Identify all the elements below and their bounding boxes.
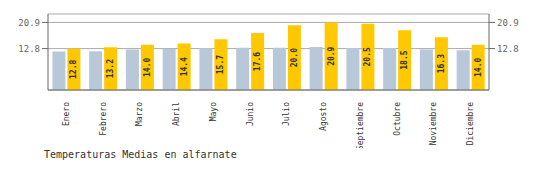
svg-text:14.0: 14.0 <box>474 58 483 77</box>
svg-text:17.6: 17.6 <box>253 52 262 71</box>
svg-text:Marzo: Marzo <box>135 102 144 126</box>
svg-text:Agosto: Agosto <box>319 102 328 131</box>
svg-text:20.9: 20.9 <box>497 18 519 28</box>
svg-text:Junio: Junio <box>246 102 255 126</box>
svg-text:13.2: 13.2 <box>106 59 115 78</box>
svg-text:Mayo: Mayo <box>209 102 218 121</box>
svg-text:Febrero: Febrero <box>99 102 108 136</box>
svg-text:Septiembre: Septiembre <box>356 102 365 148</box>
svg-text:18.5: 18.5 <box>400 50 409 69</box>
svg-text:15.7: 15.7 <box>216 55 225 74</box>
svg-text:14.0: 14.0 <box>143 58 152 77</box>
svg-text:16.3: 16.3 <box>437 54 446 73</box>
svg-text:20.9: 20.9 <box>18 18 40 28</box>
svg-text:12.8: 12.8 <box>18 44 40 54</box>
svg-text:12.8: 12.8 <box>497 44 519 54</box>
svg-text:14.4: 14.4 <box>180 57 189 76</box>
html-text:Temperaturas Medias en alfarna: Temperaturas Medias en alfarnate <box>44 149 237 160</box>
svg-text:Enero: Enero <box>62 102 71 126</box>
svg-text:Abril: Abril <box>172 102 181 126</box>
svg-text:20.5: 20.5 <box>363 47 372 66</box>
svg-text:Noviembre: Noviembre <box>429 102 438 146</box>
svg-text:Julio: Julio <box>282 102 291 126</box>
svg-text:Octubre: Octubre <box>393 102 402 136</box>
svg-text:Diciembre: Diciembre <box>466 102 475 146</box>
svg-text:12.8: 12.8 <box>69 59 78 78</box>
svg-text:20.0: 20.0 <box>290 48 299 67</box>
svg-text:20.9: 20.9 <box>327 46 336 65</box>
